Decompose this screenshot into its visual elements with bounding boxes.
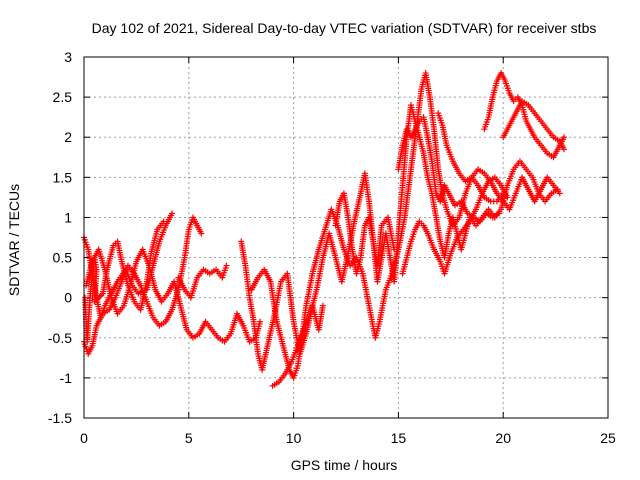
- y-axis-title: SDTVAR / TECUs: [6, 184, 22, 296]
- data-point: [257, 318, 264, 325]
- data-markers: [81, 70, 567, 389]
- tick-labels: 0 5 10 15 20 25 -1.5 -1 -0.5 0 0.5 1 1.5 2 2.5 3: [48, 49, 616, 446]
- y-tick-label: 0.5: [53, 250, 73, 266]
- data-point: [319, 302, 326, 309]
- y-tick-label: 2.5: [53, 89, 73, 105]
- y-tick-label: 3: [64, 49, 72, 65]
- data-point: [496, 210, 503, 217]
- data-point: [504, 194, 511, 201]
- x-axis-title: GPS time / hours: [291, 457, 398, 473]
- x-tick-label: 20: [495, 430, 511, 446]
- y-tick-label: -1: [60, 370, 73, 386]
- y-tick-label: -1.5: [48, 410, 72, 426]
- data-point: [560, 134, 567, 141]
- data-point: [169, 210, 176, 217]
- x-tick-label: 0: [80, 430, 88, 446]
- data-point: [556, 190, 563, 197]
- x-tick-label: 5: [185, 430, 193, 446]
- data-point: [198, 230, 205, 237]
- x-tick-label: 15: [391, 430, 407, 446]
- x-tick-label: 25: [600, 430, 616, 446]
- y-tick-label: 0: [64, 290, 72, 306]
- y-tick-label: 1.5: [53, 169, 73, 185]
- data-point: [160, 218, 167, 225]
- x-tick-label: 10: [286, 430, 302, 446]
- data-point: [554, 186, 561, 193]
- plot-frame: [83, 56, 609, 419]
- y-tick-label: 1: [64, 209, 72, 225]
- data-point: [223, 262, 230, 269]
- chart-title: Day 102 of 2021, Sidereal Day-to-day VTE…: [92, 20, 597, 36]
- y-tick-label: -0.5: [48, 330, 72, 346]
- y-tick-label: 2: [64, 129, 72, 145]
- data-point: [560, 146, 567, 153]
- data-point: [391, 246, 398, 253]
